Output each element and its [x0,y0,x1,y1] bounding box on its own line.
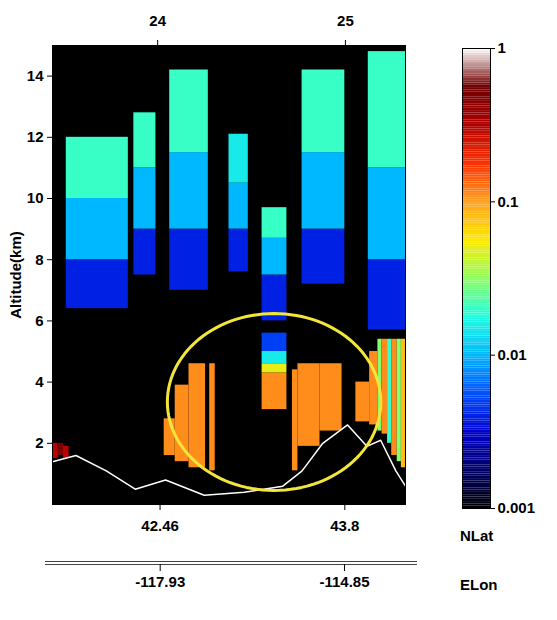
svg-text:-117.93: -117.93 [135,573,185,590]
svg-text:43.8: 43.8 [330,517,359,534]
svg-text:0.1: 0.1 [498,193,519,210]
svg-text:10: 10 [27,189,44,206]
svg-text:2: 2 [35,434,43,451]
svg-text:12: 12 [27,128,44,145]
svg-text:0.001: 0.001 [498,499,536,516]
svg-text:25: 25 [337,12,354,29]
svg-text:0.01: 0.01 [498,346,527,363]
svg-text:24: 24 [149,12,166,29]
svg-text:42.46: 42.46 [141,517,179,534]
svg-text:-114.85: -114.85 [319,573,369,590]
html-text:NLat: NLat [460,527,494,544]
svg-text:Altitude(km): Altitude(km) [7,231,24,319]
svg-text:4: 4 [35,373,44,390]
svg-text:6: 6 [35,312,43,329]
svg-text:1: 1 [498,39,506,56]
svg-text:14: 14 [27,67,44,84]
html-text:ELon: ELon [460,576,498,593]
svg-text:8: 8 [35,251,43,268]
